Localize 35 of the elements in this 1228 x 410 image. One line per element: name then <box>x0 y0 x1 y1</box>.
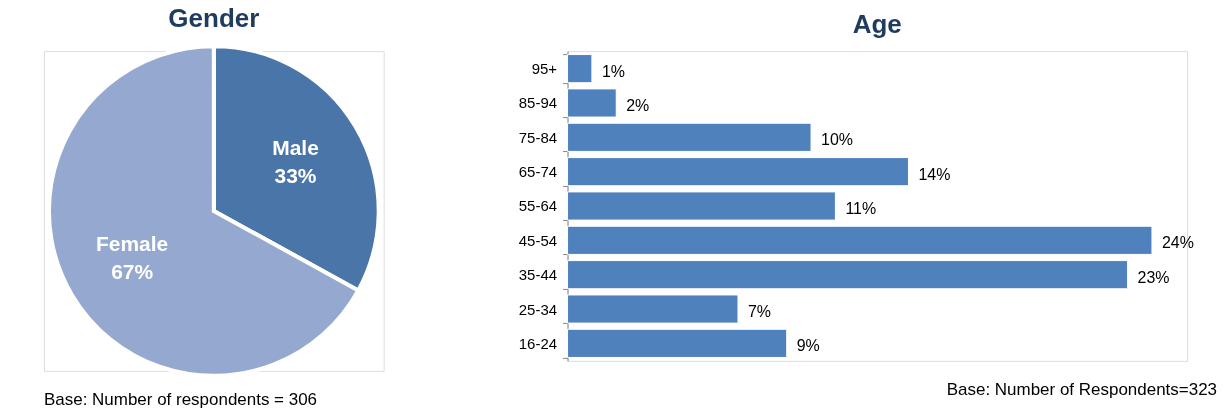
data-label: 2% <box>626 96 650 114</box>
bar <box>567 54 593 84</box>
chart-title: Gender <box>168 3 260 34</box>
y-tick-label: 65-74 <box>518 163 558 181</box>
data-label: 1% <box>601 62 625 80</box>
data-label: 9% <box>796 337 820 355</box>
bar <box>567 122 812 152</box>
text: Base: Number of respondents = 306 <box>43 389 318 409</box>
y-tick-label: 25-34 <box>518 300 558 318</box>
bar <box>567 260 1129 290</box>
data-label: 67% <box>111 260 154 284</box>
y-tick-label: 45-54 <box>518 231 558 249</box>
bar <box>567 294 739 324</box>
data-label: 33% <box>274 163 317 187</box>
data-label: 24% <box>1161 234 1194 252</box>
y-tick-label: 85-94 <box>518 94 558 112</box>
slice-label: Female <box>95 232 169 256</box>
y-tick-label: 55-64 <box>518 197 558 215</box>
bar <box>567 191 836 221</box>
bar <box>567 157 909 187</box>
bar <box>567 88 617 118</box>
data-label: 10% <box>821 131 854 149</box>
data-label: 11% <box>845 199 877 217</box>
y-tick-label: 95+ <box>531 60 558 78</box>
slice-label: Male <box>272 135 319 159</box>
y-tick-label: 75-84 <box>518 128 558 146</box>
bar <box>567 328 788 358</box>
data-label: 7% <box>747 303 772 321</box>
y-tick-label: 35-44 <box>518 266 558 284</box>
y-tick-label: 16-24 <box>518 334 558 352</box>
data-label: 23% <box>1137 268 1170 286</box>
chart-title: Age <box>852 9 902 40</box>
data-label: 14% <box>918 165 951 183</box>
bar <box>567 225 1153 255</box>
text: Base: Number of Respondents=323 <box>946 379 1218 399</box>
